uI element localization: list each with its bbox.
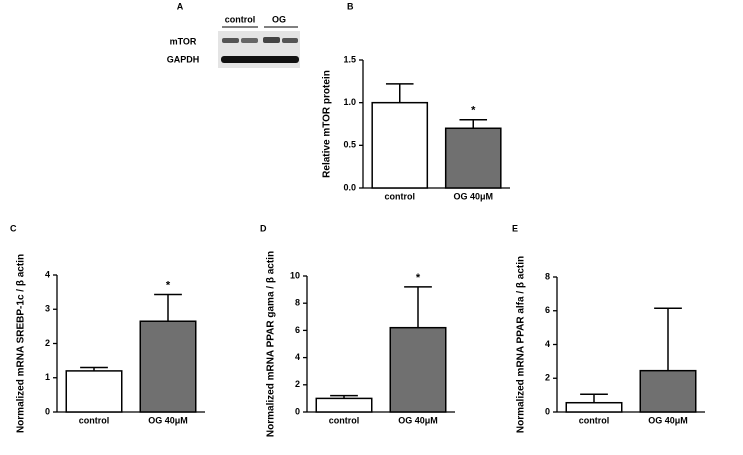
y-tick-label: 8 <box>295 298 300 308</box>
panel-label: E <box>512 223 518 233</box>
bar <box>389 326 447 413</box>
blot-panel: A control OG mTOR GAPDH <box>167 1 300 68</box>
blot-row-label: GAPDH <box>167 54 200 64</box>
y-axis-label: Normalized mRNA PPAR gama / β actin <box>266 251 277 437</box>
blot-group-label: OG <box>272 14 286 24</box>
x-tick-label: control <box>385 191 416 201</box>
band <box>282 38 298 43</box>
panel-label: C <box>10 223 17 233</box>
bar <box>65 370 123 413</box>
y-axis-label: Normalized mRNA PPAR alfa / β actin <box>516 256 527 433</box>
y-tick-label: 4 <box>295 352 300 362</box>
x-tick-label: control <box>79 415 110 425</box>
bar <box>139 320 197 413</box>
panel-label: B <box>347 1 354 11</box>
bar <box>371 101 429 189</box>
band <box>241 38 258 43</box>
y-tick-label: 2 <box>545 373 550 383</box>
y-tick-label: 10 <box>290 270 300 280</box>
y-tick-label: 0.0 <box>343 182 356 192</box>
y-tick-label: 4 <box>545 339 550 349</box>
x-tick-label: OG 40μM <box>648 415 688 425</box>
band <box>222 38 239 43</box>
y-tick-label: 3 <box>45 304 50 314</box>
blot-group-label: control <box>225 14 256 24</box>
y-tick-label: 6 <box>295 325 300 335</box>
bar <box>444 127 502 189</box>
bar <box>565 401 623 413</box>
blot-row-label: mTOR <box>170 36 197 46</box>
y-tick-label: 4 <box>45 269 50 279</box>
bar <box>639 369 697 413</box>
x-tick-label: OG 40μM <box>398 415 438 425</box>
y-tick-label: 2 <box>295 379 300 389</box>
panel-label: D <box>260 223 267 233</box>
y-tick-label: 1.5 <box>343 54 356 64</box>
x-tick-label: OG 40μM <box>148 415 188 425</box>
y-tick-label: 6 <box>545 305 550 315</box>
y-tick-label: 1.0 <box>343 97 356 107</box>
significance-mark: * <box>416 272 421 284</box>
bar <box>315 397 373 413</box>
y-tick-label: 1 <box>45 372 50 382</box>
x-tick-label: control <box>579 415 610 425</box>
y-tick-label: 0 <box>295 406 300 416</box>
y-axis-label: Normalized mRNA SREBP-1c / β actin <box>16 254 27 433</box>
band <box>263 37 280 43</box>
x-tick-label: OG 40μM <box>453 191 493 201</box>
panel-label: A <box>177 1 184 11</box>
y-tick-label: 0.5 <box>343 140 356 150</box>
band <box>221 56 299 63</box>
y-tick-label: 2 <box>45 338 50 348</box>
significance-mark: * <box>166 279 171 291</box>
y-axis-label: Relative mTOR protein <box>322 70 333 178</box>
y-tick-label: 8 <box>545 271 550 281</box>
y-tick-label: 0 <box>45 406 50 416</box>
significance-mark: * <box>471 105 476 117</box>
x-tick-label: control <box>329 415 360 425</box>
y-tick-label: 0 <box>545 406 550 416</box>
